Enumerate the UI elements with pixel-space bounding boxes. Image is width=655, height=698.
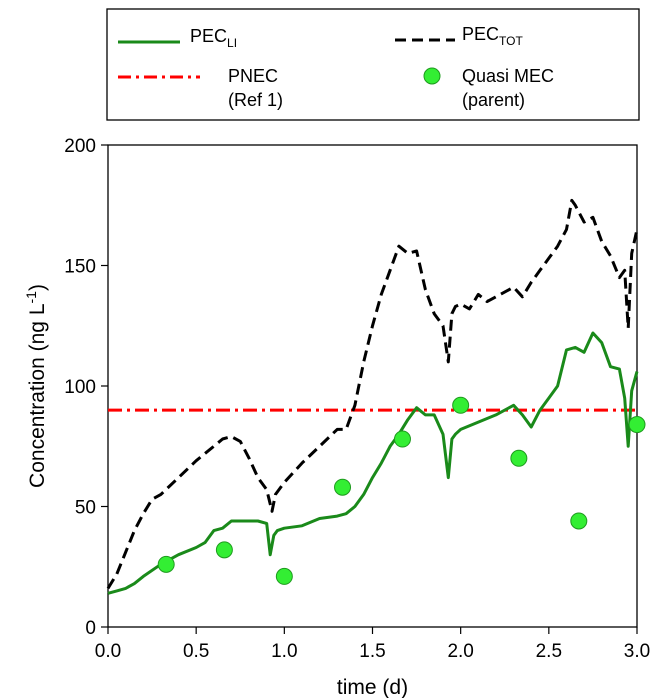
x-axis-title: time (d) — [337, 676, 408, 698]
legend-label-pec-tot: PECTOT — [462, 24, 523, 48]
x-tick-label: 1.0 — [271, 641, 297, 662]
legend: PECLI PECTOT PNEC (Ref 1) Quasi MEC (parent) — [106, 8, 640, 121]
data-point — [628, 416, 646, 434]
legend-swatch-quasi-mec — [423, 67, 441, 85]
x-tick-label: 2.0 — [447, 641, 473, 662]
y-axis: 0 50 100 150 200 — [64, 136, 108, 639]
series-line-pec-tot — [106, 198, 639, 590]
legend-box — [106, 8, 640, 121]
data-point — [157, 555, 175, 573]
x-tick-label: 0.0 — [95, 641, 121, 662]
y-tick-label: 50 — [75, 498, 96, 519]
x-tick-label: 2.5 — [536, 641, 562, 662]
x-axis: 0.0 0.5 1.0 1.5 2.0 2.5 3.0 — [95, 627, 650, 662]
x-tick-label: 3.0 — [624, 641, 650, 662]
legend-label-pec-li: PECLI — [190, 26, 237, 50]
legend-label-pnec-ref: (Ref 1) — [228, 90, 283, 110]
legend-label-pnec: PNEC — [228, 66, 278, 86]
plot-area — [106, 198, 639, 595]
data-point — [452, 396, 470, 414]
y-tick-label: 0 — [85, 618, 96, 639]
data-point — [215, 541, 233, 559]
data-point — [334, 478, 352, 496]
data-point — [393, 430, 411, 448]
x-tick-label: 0.5 — [183, 641, 209, 662]
data-point — [275, 567, 293, 585]
data-point — [510, 449, 528, 467]
y-axis-title: Concentration (ng L-1) — [23, 284, 49, 488]
data-point — [570, 512, 588, 530]
legend-label-quasi-mec-parent: (parent) — [462, 90, 525, 110]
x-tick-label: 1.5 — [359, 641, 385, 662]
y-tick-label: 150 — [64, 257, 96, 278]
y-tick-label: 200 — [64, 136, 96, 157]
y-tick-label: 100 — [64, 377, 96, 398]
legend-label-quasi-mec: Quasi MEC — [462, 66, 554, 86]
series-quasi-mec — [157, 396, 646, 585]
series-line-pec-li — [107, 331, 639, 595]
